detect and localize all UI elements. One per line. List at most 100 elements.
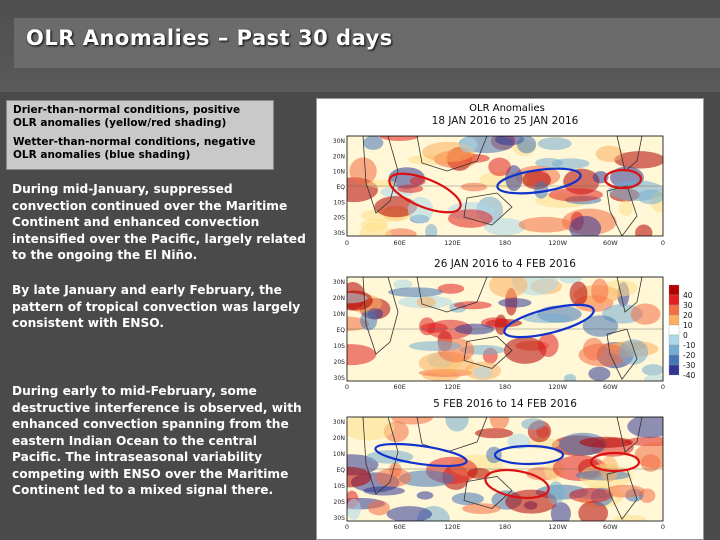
anomaly-shading bbox=[473, 366, 493, 379]
coastline bbox=[463, 476, 513, 509]
anomaly-shading bbox=[425, 224, 438, 236]
longitude-label: 0 bbox=[345, 239, 349, 247]
anomaly-shading bbox=[579, 436, 633, 448]
coastline bbox=[616, 136, 643, 172]
latitude-label: 20N bbox=[333, 295, 345, 302]
longitude-label: 0 bbox=[661, 239, 665, 247]
coastline bbox=[606, 185, 638, 236]
coastline bbox=[416, 417, 488, 453]
longitude-label: 0 bbox=[661, 523, 665, 531]
anomaly-shading bbox=[420, 322, 448, 333]
wet-region-circle bbox=[503, 303, 595, 339]
longitude-label: 60E bbox=[393, 523, 405, 531]
panel-title: 18 JAN 2016 to 25 JAN 2016 bbox=[432, 115, 579, 127]
anomaly-shading bbox=[643, 374, 663, 381]
colorbar-label: -20 bbox=[683, 351, 695, 360]
anomaly-shading bbox=[569, 215, 602, 236]
anomaly-shading bbox=[495, 136, 525, 146]
latitude-label: 20S bbox=[334, 359, 346, 366]
longitude-label: 60W bbox=[603, 523, 618, 531]
title-bar bbox=[0, 0, 720, 92]
anomaly-shading bbox=[347, 417, 395, 441]
dry-region-circle bbox=[484, 468, 550, 500]
longitude-label: 180 bbox=[499, 239, 511, 247]
longitude-label: 180 bbox=[499, 523, 511, 531]
anomaly-shading bbox=[347, 344, 377, 366]
colorbar-swatch bbox=[668, 354, 680, 366]
map-panel bbox=[347, 417, 663, 521]
latitude-label: 10S bbox=[334, 483, 346, 490]
map-panel bbox=[347, 277, 663, 381]
anomaly-shading bbox=[489, 417, 510, 431]
anomaly-shading bbox=[393, 279, 413, 290]
anomaly-shading bbox=[347, 498, 361, 520]
longitude-label: 120E bbox=[444, 239, 461, 247]
anomaly-shading bbox=[398, 470, 455, 487]
colorbar-swatch bbox=[668, 364, 680, 376]
anomaly-shading bbox=[416, 296, 436, 308]
anomaly-shading bbox=[489, 277, 528, 298]
colorbar-label: 40 bbox=[683, 291, 693, 300]
longitude-label: 120E bbox=[444, 523, 461, 531]
anomaly-shading bbox=[459, 136, 478, 153]
anomaly-shading bbox=[386, 506, 433, 521]
legend-box: Drier-than-normal conditions, positive O… bbox=[6, 100, 274, 170]
anomaly-shading bbox=[347, 292, 368, 304]
longitude-label: 120E bbox=[444, 383, 461, 391]
anomaly-shading bbox=[451, 492, 484, 506]
dry-region-circle bbox=[388, 172, 462, 214]
anomaly-shading bbox=[363, 136, 384, 150]
anomaly-shading bbox=[488, 157, 511, 177]
coastline bbox=[616, 417, 643, 453]
latitude-label: EQ bbox=[336, 327, 345, 334]
anomaly-shading bbox=[517, 136, 537, 154]
anomaly-shading bbox=[385, 228, 417, 236]
panel-title: 26 JAN 2016 to 4 FEB 2016 bbox=[434, 258, 576, 270]
dry-region-circle bbox=[589, 451, 641, 473]
anomaly-shading bbox=[595, 145, 623, 163]
colorbar-label: 30 bbox=[683, 301, 693, 310]
anomaly-shading bbox=[453, 301, 492, 310]
anomaly-shading bbox=[630, 303, 661, 325]
legend-wetter-text: Wetter-than-normal conditions, negative … bbox=[13, 136, 256, 161]
anomaly-shading bbox=[462, 503, 501, 515]
coastline bbox=[362, 277, 399, 355]
anomaly-shading bbox=[467, 467, 491, 479]
latitude-label: EQ bbox=[336, 184, 345, 191]
longitude-label: 0 bbox=[661, 383, 665, 391]
latitude-label: 10S bbox=[334, 343, 346, 350]
anomaly-shading bbox=[360, 218, 388, 232]
latitude-label: 20N bbox=[333, 435, 345, 442]
latitude-label: 10N bbox=[333, 169, 345, 176]
anomaly-shading bbox=[547, 481, 565, 505]
panel-title: 5 FEB 2016 to 14 FEB 2016 bbox=[433, 398, 577, 410]
coastline bbox=[463, 192, 513, 226]
colorbar-swatch bbox=[668, 304, 680, 316]
anomaly-shading bbox=[375, 467, 412, 487]
paragraph-late-january: By late January and early February, the … bbox=[12, 283, 301, 330]
latitude-label: 30S bbox=[334, 375, 346, 382]
colorbar-label: -30 bbox=[683, 361, 695, 370]
anomaly-shading bbox=[569, 487, 612, 504]
colorbar-swatch bbox=[668, 344, 680, 356]
longitude-label: 60E bbox=[393, 383, 405, 391]
anomaly-shading bbox=[591, 278, 609, 304]
longitude-label: 60W bbox=[603, 383, 618, 391]
anomaly-shading bbox=[578, 500, 609, 521]
anomaly-shading bbox=[374, 196, 418, 218]
anomaly-shading bbox=[588, 366, 611, 381]
anomaly-shading bbox=[538, 333, 559, 357]
coastline bbox=[416, 277, 488, 313]
title-bar-band bbox=[14, 18, 720, 68]
anomaly-shading bbox=[483, 218, 526, 236]
anomaly-shading bbox=[635, 224, 653, 236]
latitude-label: 10N bbox=[333, 311, 345, 318]
paragraph-mid-january: During mid-January, suppressed convectio… bbox=[12, 182, 306, 262]
anomaly-shading bbox=[503, 336, 547, 364]
anomaly-shading bbox=[618, 200, 633, 216]
anomaly-shading bbox=[388, 287, 443, 297]
coastline bbox=[616, 277, 643, 313]
anomaly-shading bbox=[627, 417, 663, 438]
anomaly-shading bbox=[460, 182, 488, 192]
colorbar-swatch bbox=[668, 284, 680, 296]
